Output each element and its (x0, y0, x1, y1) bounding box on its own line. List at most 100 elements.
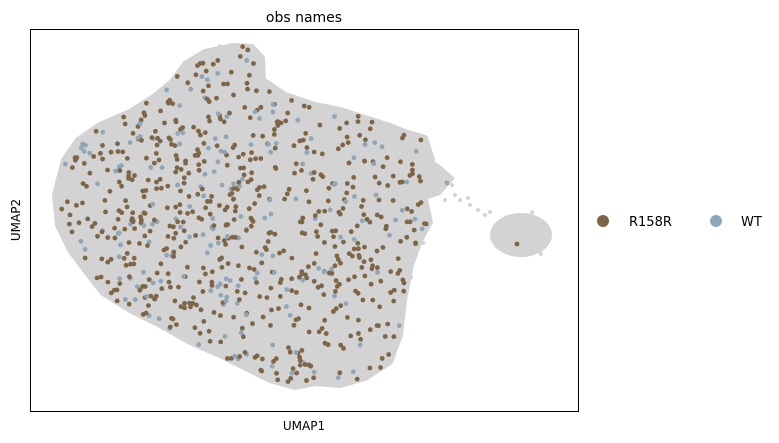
background-cell (281, 300, 286, 305)
background-cell (388, 153, 393, 158)
background-cell (270, 222, 275, 227)
background-cell (184, 65, 189, 70)
cell-r158r (335, 146, 341, 152)
cell-wt (212, 136, 218, 142)
cell-r158r (215, 235, 221, 241)
cell-r158r (130, 219, 136, 225)
cell-r158r (153, 128, 158, 134)
cell-r158r (322, 240, 327, 245)
cell-r158r (158, 261, 164, 267)
cell-r158r (251, 61, 256, 66)
cell-r158r (80, 200, 85, 206)
cell-wt (134, 284, 140, 289)
cell-wt (137, 121, 143, 126)
background-cell (358, 208, 363, 213)
cell-r158r (344, 134, 350, 140)
cell-r158r (175, 219, 181, 225)
background-cell (540, 225, 545, 230)
cell-r158r (114, 298, 120, 304)
background-cell (258, 333, 263, 338)
cell-r158r (294, 290, 299, 295)
cell-r158r (311, 170, 317, 175)
cell-r158r (239, 244, 245, 250)
background-cell (313, 115, 318, 120)
cell-r158r (105, 259, 111, 265)
cell-wt (240, 176, 246, 182)
background-cell (145, 126, 150, 131)
cell-r158r (404, 206, 410, 212)
cell-r158r (299, 168, 304, 173)
background-cell (90, 246, 95, 251)
background-cell (183, 87, 188, 92)
cell-r158r (356, 253, 362, 258)
background-cell (428, 156, 432, 161)
cell-r158r (332, 263, 338, 269)
cell-wt (223, 134, 229, 140)
background-cell (524, 236, 529, 241)
cell-r158r (154, 179, 159, 185)
y-axis-label: UMAP2 (9, 199, 23, 241)
cell-wt (81, 148, 87, 154)
cell-r158r (418, 178, 423, 184)
cell-r158r (188, 304, 193, 310)
background-cell (105, 136, 110, 141)
cell-r158r (397, 180, 403, 185)
cell-r158r (130, 130, 136, 136)
cell-r158r (289, 276, 295, 282)
cell-r158r (206, 83, 211, 89)
cell-r158r (242, 290, 248, 296)
cell-r158r (385, 321, 391, 327)
cell-r158r (67, 212, 73, 218)
background-cell (382, 183, 386, 188)
cell-r158r (165, 271, 171, 277)
cell-r158r (191, 124, 197, 130)
background-cell (274, 199, 279, 204)
background-cell (255, 230, 260, 235)
cell-r158r (375, 265, 380, 271)
background-cell (349, 287, 354, 292)
background-cell (210, 124, 215, 129)
cell-r158r (404, 234, 410, 240)
background-cell (367, 343, 372, 348)
cell-wt (413, 148, 419, 154)
cell-r158r (182, 305, 188, 311)
background-cell (127, 152, 132, 157)
cell-r158r (185, 264, 190, 270)
cell-r158r (319, 151, 325, 157)
cell-r158r (190, 301, 196, 306)
background-cells (52, 43, 552, 390)
background-cell (238, 80, 243, 85)
background-cell (349, 294, 354, 299)
cell-r158r (183, 239, 189, 245)
background-cell (392, 228, 397, 233)
cell-r158r (337, 211, 343, 217)
cell-wt (379, 144, 385, 150)
cell-r158r (264, 247, 269, 253)
cell-r158r (123, 198, 128, 204)
cell-r158r (80, 181, 86, 187)
cell-r158r (223, 242, 229, 247)
legend-entry-r158r: R158R (597, 215, 672, 230)
cell-r158r (247, 265, 252, 271)
cell-r158r (203, 68, 209, 74)
cell-r158r (352, 274, 357, 280)
background-cell (163, 224, 168, 229)
cell-r158r (314, 229, 319, 235)
background-cell (256, 178, 261, 183)
cell-r158r (359, 204, 364, 209)
background-cell (197, 338, 202, 343)
background-cell (538, 251, 543, 256)
cell-wt (82, 246, 88, 252)
cell-r158r (374, 248, 380, 254)
background-cell (396, 210, 400, 215)
background-cell (340, 317, 344, 322)
cell-r158r (141, 110, 147, 116)
background-cell (530, 210, 535, 215)
background-cell (399, 229, 404, 234)
cell-r158r (254, 280, 259, 285)
cell-r158r (200, 88, 206, 94)
cell-r158r (310, 176, 316, 182)
cell-r158r (225, 356, 230, 361)
cell-r158r (98, 151, 103, 156)
cell-wt (178, 224, 183, 230)
